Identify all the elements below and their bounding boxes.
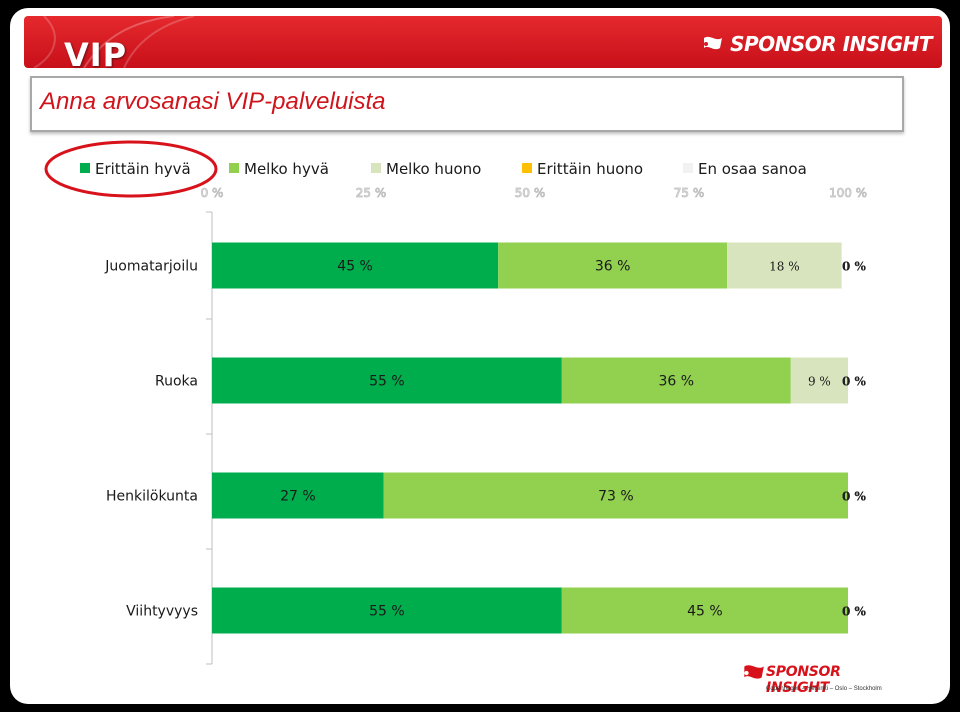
bar-segment — [383, 472, 848, 519]
data-label: 0 % — [842, 490, 867, 504]
data-label: 36 % — [595, 259, 631, 275]
data-label: 45 % — [337, 259, 373, 275]
legend-highlight-circle — [44, 140, 218, 198]
slide: VIP SPONSOR INSIGHT Anna arvosanasi VIP-… — [10, 8, 950, 704]
data-label: 0 % — [842, 260, 867, 274]
data-label: 73 % — [598, 489, 634, 505]
data-label: 0 % — [842, 375, 867, 389]
data-label: 0 % — [842, 260, 867, 274]
data-label: 0 % — [842, 490, 867, 504]
legend-label: Erittäin huono — [537, 160, 643, 178]
data-label: 27 % — [280, 489, 316, 505]
banner-swirl-decoration — [33, 16, 195, 68]
x-tick-label: 0 % — [201, 186, 224, 200]
data-label: 0 % — [842, 375, 867, 389]
bar-segment — [561, 357, 791, 404]
x-tick-label: 75 % — [674, 186, 705, 200]
flag-icon — [744, 665, 764, 679]
footer-logo: SPONSOR INSIGHT Copenhagen – Helsinki – … — [740, 658, 900, 702]
header-banner: VIP SPONSOR INSIGHT — [24, 16, 942, 74]
data-label: 55 % — [369, 604, 405, 620]
stacked-bar-chart: Erittäin hyvä Melko hyvä Melko huono Erittä… — [44, 140, 867, 665]
question-box: Anna arvosanasi VIP-palveluista — [30, 76, 904, 132]
data-label: 0 % — [842, 605, 867, 619]
banner-title: VIP — [64, 36, 128, 74]
legend-swatch — [522, 163, 532, 173]
legend-swatch — [229, 163, 239, 173]
data-label: 36 % — [658, 374, 694, 390]
legend-label: En osaa sanoa — [698, 160, 807, 178]
legend-label: Erittäin hyvä — [95, 160, 191, 178]
data-label: 0 % — [842, 605, 867, 619]
bar-segment — [212, 242, 499, 289]
category-label: Viihtyvyys — [126, 604, 198, 620]
bar-segment — [212, 472, 384, 519]
bar-segment — [212, 587, 562, 634]
bar-segment — [498, 242, 728, 289]
bar-segment — [727, 242, 842, 289]
legend-label: Melko huono — [386, 160, 481, 178]
data-label: 45 % — [687, 604, 723, 620]
footer-brand-name: SPONSOR INSIGHT — [766, 664, 841, 696]
data-label: 0 % — [842, 490, 867, 504]
category-label: Ruoka — [155, 374, 198, 390]
data-label: 55 % — [369, 374, 405, 390]
data-label: 9 % — [808, 375, 831, 389]
data-label: 18 % — [769, 260, 800, 274]
brand-name: SPONSOR INSIGHT — [730, 32, 932, 56]
bar-segment — [790, 357, 848, 404]
x-tick-label: 50 % — [515, 186, 546, 200]
legend-swatch — [80, 163, 90, 173]
x-tick-label: 25 % — [356, 186, 387, 200]
flag-icon — [704, 36, 723, 50]
data-label: 0 % — [842, 605, 867, 619]
x-tick-label: 100 % — [829, 186, 867, 200]
bar-segment — [212, 357, 562, 404]
brand-logo: SPONSOR INSIGHT — [700, 30, 932, 58]
legend-swatch — [683, 163, 693, 173]
category-label: Juomatarjoilu — [104, 259, 198, 275]
footer-tagline: Copenhagen – Helsinki – Oslo – Stockholm — [766, 686, 882, 692]
category-label: Henkilökunta — [106, 489, 198, 505]
legend-swatch — [371, 163, 381, 173]
bar-segment — [561, 587, 848, 634]
question-title: Anna arvosanasi VIP-palveluista — [40, 88, 386, 115]
legend-label: Melko hyvä — [244, 160, 329, 178]
